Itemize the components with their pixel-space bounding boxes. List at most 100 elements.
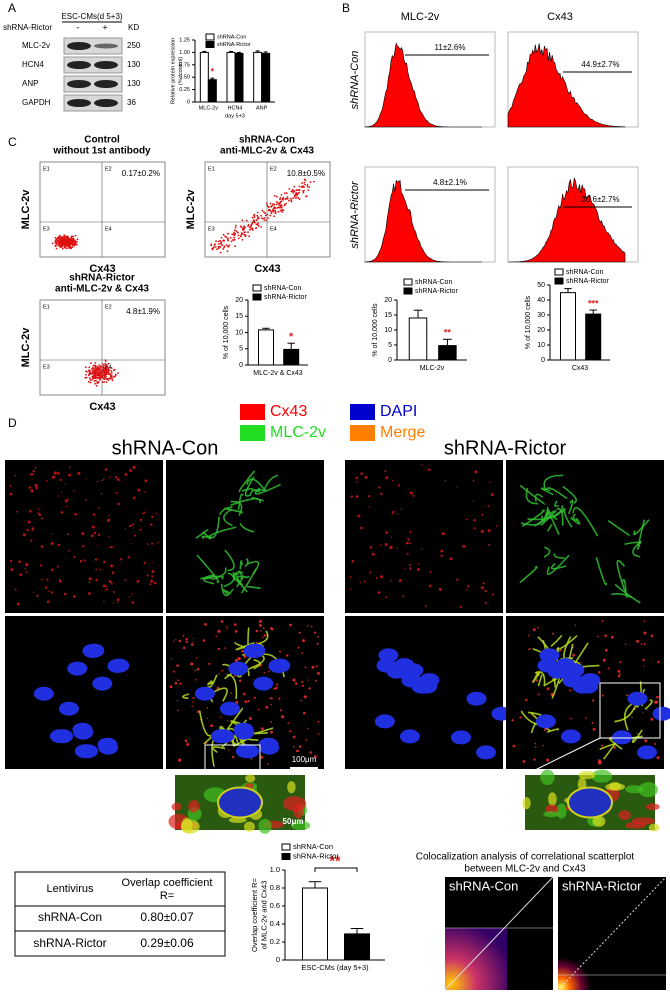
y-axis-label: of MLC-2v and Cx43 bbox=[259, 881, 268, 950]
cell-dot bbox=[236, 231, 239, 234]
cx43-signal bbox=[110, 564, 113, 568]
cx43-signal bbox=[34, 483, 38, 488]
cx43-signal bbox=[656, 695, 659, 699]
nucleus bbox=[72, 722, 93, 737]
cx43-signal bbox=[73, 555, 76, 558]
cx43-signal bbox=[66, 533, 69, 536]
nucleus bbox=[233, 722, 254, 737]
cx43-signal bbox=[533, 758, 536, 761]
cell-dot bbox=[216, 248, 218, 251]
quadrant-label: E4 bbox=[105, 364, 112, 370]
cx43-signal bbox=[525, 698, 528, 702]
table-cell: 0.80±0.07 bbox=[140, 910, 194, 924]
cell-dot bbox=[87, 369, 90, 372]
cx43-signal bbox=[405, 541, 409, 545]
cx43-signal bbox=[110, 582, 113, 585]
cell-dot bbox=[306, 185, 309, 188]
cx43-signal bbox=[314, 679, 317, 682]
cell-dot bbox=[261, 209, 264, 212]
cx43-signal bbox=[112, 572, 115, 575]
table-header: Lentivirus bbox=[46, 883, 94, 895]
regression-line bbox=[444, 876, 554, 991]
cell-dot bbox=[282, 199, 285, 201]
cx43-signal bbox=[263, 671, 266, 674]
cell-dot bbox=[276, 201, 279, 204]
cell-dot bbox=[85, 371, 88, 373]
cx43-signal bbox=[481, 513, 484, 516]
cell-dot bbox=[102, 363, 104, 366]
cx43-signal bbox=[151, 570, 155, 573]
cell-dot bbox=[93, 379, 96, 382]
cell-dot bbox=[68, 238, 71, 241]
cx43-signal bbox=[221, 669, 224, 672]
cx43-signal bbox=[636, 639, 639, 643]
mlc2v-signal bbox=[556, 647, 560, 664]
cx43-signal bbox=[108, 547, 110, 549]
nucleus bbox=[539, 648, 560, 663]
cx43-signal bbox=[258, 619, 262, 623]
cell-dot bbox=[231, 239, 234, 241]
cell-dot bbox=[234, 232, 237, 235]
cx43-signal bbox=[102, 478, 105, 481]
cell-dot bbox=[248, 235, 251, 238]
cx43-signal bbox=[218, 672, 221, 675]
cx43-signal bbox=[27, 520, 31, 524]
cell-dot bbox=[111, 379, 114, 382]
nucleus bbox=[243, 644, 264, 658]
mlc2v-signal bbox=[211, 567, 227, 581]
cell-dot bbox=[60, 237, 63, 240]
cell-dot bbox=[104, 368, 106, 371]
cx43-signal bbox=[117, 478, 120, 482]
cell-dot bbox=[289, 197, 292, 200]
cell-dot bbox=[292, 191, 295, 194]
cx43-signal bbox=[189, 737, 191, 739]
panel-label: C bbox=[8, 135, 17, 149]
cell-dot bbox=[111, 378, 113, 380]
cx43-signal bbox=[643, 631, 647, 635]
cell-dot bbox=[221, 244, 224, 247]
cell-dot bbox=[70, 235, 73, 238]
cell-dot bbox=[256, 218, 259, 220]
cell-dot bbox=[267, 217, 269, 220]
x-axis-label: MLC-2v & Cx43 bbox=[253, 370, 303, 377]
bar bbox=[207, 79, 217, 103]
cell-dot bbox=[285, 202, 287, 205]
cx43-signal bbox=[569, 689, 571, 692]
mlc2v-signal bbox=[563, 510, 573, 528]
legend-label: shRNA-Rictor bbox=[415, 288, 458, 295]
mlc2v-signal bbox=[534, 671, 546, 687]
cx43-signal bbox=[25, 563, 29, 567]
cx43-signal bbox=[235, 700, 239, 704]
cx43-signal bbox=[280, 709, 283, 712]
y-tick-label: 0.25 bbox=[179, 87, 190, 93]
cell-dot bbox=[94, 369, 96, 372]
legend-swatch bbox=[205, 41, 215, 48]
cx43-signal bbox=[150, 523, 153, 526]
cx43-signal bbox=[19, 573, 23, 577]
cell-dot bbox=[64, 243, 67, 246]
cell-dot bbox=[94, 382, 96, 385]
cell-dot bbox=[304, 183, 306, 186]
inset-signal bbox=[243, 821, 255, 832]
cx43-signal bbox=[281, 715, 285, 719]
y-axis-label: MLC-2v bbox=[185, 189, 197, 230]
mlc2v-signal bbox=[546, 509, 560, 535]
plot-title: without 1st antibody bbox=[52, 146, 151, 157]
cx43-signal bbox=[392, 510, 395, 514]
cell-dot bbox=[60, 236, 63, 238]
cx43-signal bbox=[175, 639, 177, 641]
cell-dot bbox=[61, 247, 64, 250]
cx43-signal bbox=[421, 548, 423, 550]
x-tick-label: ANP bbox=[256, 105, 268, 111]
x-tick-label: MLC-2v bbox=[199, 105, 219, 111]
cx43-signal bbox=[488, 544, 491, 546]
cell-dot bbox=[107, 369, 110, 371]
cx43-signal bbox=[112, 602, 115, 604]
cx43-signal bbox=[22, 533, 26, 537]
cell-dot bbox=[281, 211, 284, 213]
cell-dot bbox=[62, 240, 65, 243]
cx43-signal bbox=[119, 558, 123, 561]
cell-dot bbox=[296, 189, 299, 192]
y-tick-label: 15 bbox=[235, 313, 243, 320]
cx43-signal bbox=[258, 624, 262, 627]
